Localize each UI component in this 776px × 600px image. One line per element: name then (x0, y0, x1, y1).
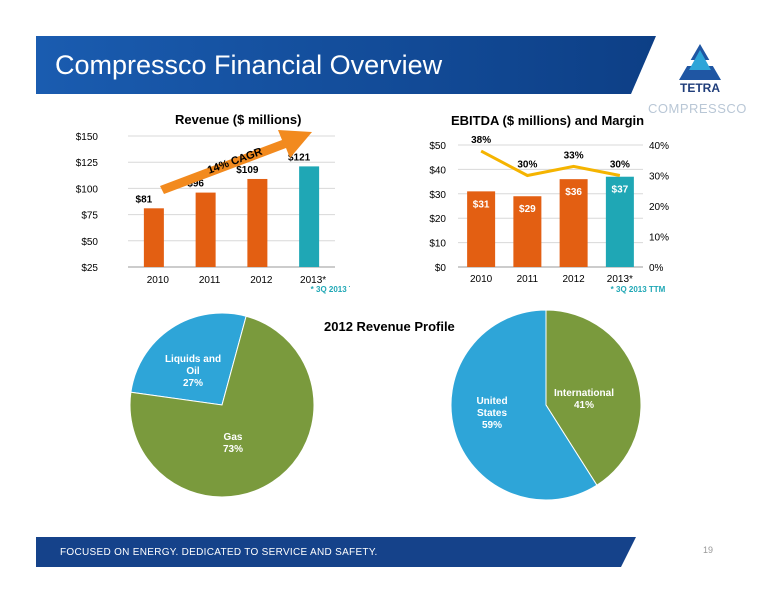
bar-data-label: $36 (565, 187, 582, 198)
cagr-arrow (160, 130, 312, 194)
revenue-bar (247, 178, 268, 267)
brand-name: COMPRESSCO (648, 101, 747, 116)
x-tick-label: 2012 (250, 275, 273, 286)
bar-data-label: $37 (612, 185, 629, 196)
y-tick-label: $50 (81, 237, 98, 248)
tetra-logo: TETRA (673, 44, 727, 95)
y-tick-label: $125 (76, 158, 99, 169)
footer-tagline: FOCUSED ON ENERGY. DEDICATED TO SERVICE … (60, 547, 378, 558)
slice-liquids-oil (130, 312, 247, 406)
margin-label: 33% (564, 150, 584, 161)
page-title: Compressco Financial Overview (55, 50, 443, 80)
slice-pct-label: 41% (574, 400, 594, 411)
footnote: * 3Q 2013 TTM (611, 285, 666, 294)
y-tick-label: $100 (76, 184, 99, 195)
x-tick-label: 2012 (563, 274, 586, 285)
slice-label: Gas (224, 432, 243, 443)
slice-gas (129, 315, 315, 498)
bar-data-label: $121 (288, 152, 311, 163)
revenue-bar (299, 166, 320, 267)
revenue-chart: $25 $50 $75 $100 $125 $150 $81 2010 $96 2011 $109 2… (76, 130, 350, 294)
logo-text: TETRA (680, 81, 720, 95)
y-tick-label: $75 (81, 211, 98, 222)
y-tick-label: $20 (429, 214, 446, 225)
y-tick-label: $30 (429, 190, 446, 201)
y2-tick-label: 10% (649, 233, 669, 244)
y2-tick-label: 0% (649, 263, 664, 274)
ebitda-chart: $0 $10 $20 $30 $40 $50 0% 10% 20% 30% 40% $31 2010 $2… (429, 135, 669, 294)
pie-section-title: 2012 Revenue Profile (324, 319, 455, 334)
margin-label: 38% (471, 135, 491, 146)
revenue-bar (195, 192, 216, 267)
slice-label: International (554, 388, 614, 399)
x-tick-label: 2010 (147, 275, 170, 286)
ebitda-chart-title: EBITDA ($ millions) and Margin (451, 113, 645, 128)
ebitda-bar (605, 176, 634, 267)
y-tick-label: $50 (429, 141, 446, 152)
bar-data-label: $29 (519, 204, 536, 215)
ebitda-bar (467, 191, 496, 267)
x-tick-label: 2010 (470, 274, 493, 285)
bar-data-label: $109 (236, 165, 259, 176)
revenue-bar (143, 208, 164, 267)
margin-label: 30% (610, 160, 630, 171)
x-tick-label: 2013* (607, 274, 633, 285)
revenue-chart-title: Revenue ($ millions) (175, 112, 302, 127)
slice-pct-label: 59% (482, 420, 502, 431)
y2-tick-label: 30% (649, 172, 669, 183)
bar-data-label: $31 (473, 199, 490, 210)
slice-label: United States (476, 396, 507, 419)
margin-line (480, 149, 621, 178)
slice-pct-label: 73% (223, 444, 243, 455)
y-tick-label: $10 (429, 239, 446, 250)
page-number: 19 (703, 545, 714, 555)
bar-data-label: $96 (187, 179, 204, 190)
footnote: * 3Q 2013 TTM (311, 285, 350, 294)
y2-tick-label: 20% (649, 202, 669, 213)
footer-band (36, 537, 636, 567)
y-tick-label: $25 (81, 263, 98, 274)
slice-united-states (450, 309, 598, 501)
bar-data-label: $81 (136, 194, 153, 205)
y-tick-label: $0 (435, 263, 447, 274)
x-tick-label: 2013* (300, 275, 326, 286)
y2-tick-label: 40% (649, 141, 669, 152)
margin-label: 30% (517, 160, 537, 171)
slice-pct-label: 27% (183, 378, 203, 389)
slice-label: Liquids and Oil (165, 354, 221, 377)
slice-international (545, 309, 642, 486)
y-tick-label: $40 (429, 165, 446, 176)
x-tick-label: 2011 (517, 274, 539, 285)
ebitda-bar (513, 196, 542, 267)
ebitda-bar (559, 179, 588, 267)
y-tick-label: $150 (76, 132, 99, 143)
x-tick-label: 2011 (199, 275, 221, 286)
title-band (36, 36, 656, 94)
